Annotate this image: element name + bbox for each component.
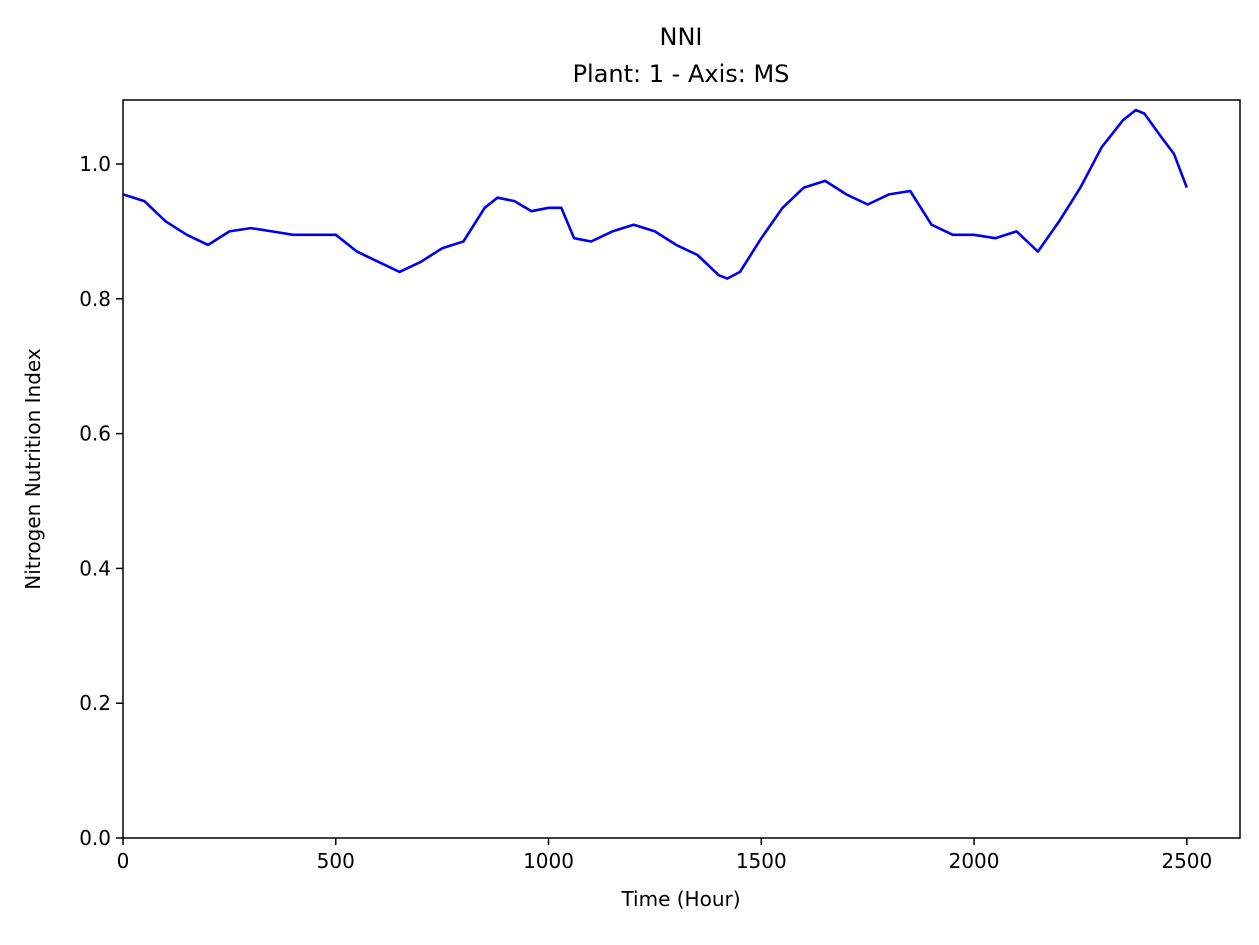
plot-area [122,99,1241,839]
y-axis-label: Nitrogen Nutrition Index [21,348,45,590]
x-tick-label: 2000 [949,849,1000,873]
chart-subtitle: Plant: 1 - Axis: MS [573,60,790,88]
x-tick-label: 0 [117,849,130,873]
x-tick-label: 1000 [523,849,574,873]
y-tick-label: 0.2 [79,691,111,715]
y-tick-label: 0.4 [79,556,111,580]
x-tick-label: 500 [317,849,355,873]
x-tick-label: 2500 [1161,849,1212,873]
y-tick-label: 0.6 [79,422,111,446]
y-tick-label: 0.0 [79,826,111,850]
y-tick-label: 0.8 [79,287,111,311]
y-tick-label: 1.0 [79,152,111,176]
x-tick-label: 1500 [736,849,787,873]
plot-frame [122,99,1241,839]
x-axis-ticks: 0 500 1000 1500 2000 2500 [117,838,1212,873]
chart-title: NNI [660,23,703,51]
y-axis-ticks: 0.0 0.2 0.4 0.6 0.8 1.0 [79,152,123,850]
x-axis-label: Time (Hour) [620,887,740,911]
nni-series-line [122,108,1189,280]
